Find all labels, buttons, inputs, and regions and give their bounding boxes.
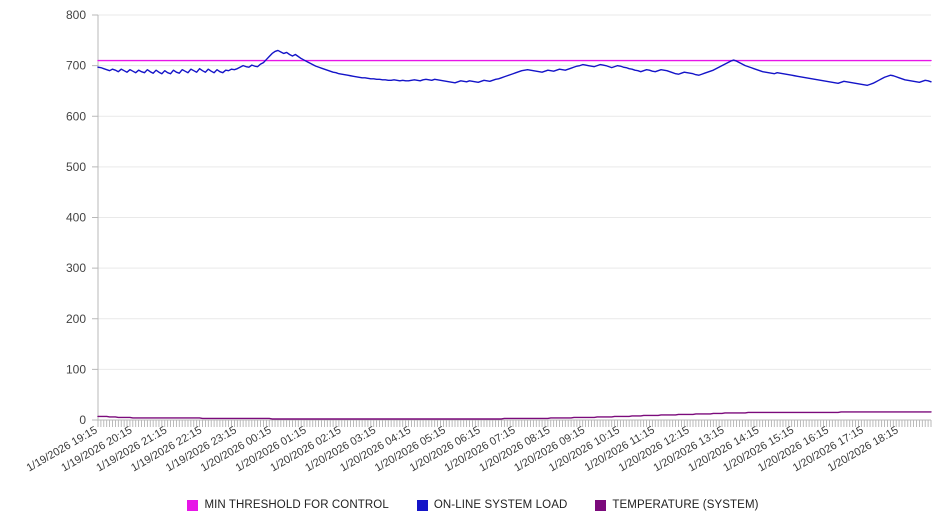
- y-axis-tick-label: 200: [66, 312, 86, 326]
- legend-label: MIN THRESHOLD FOR CONTROL: [204, 499, 389, 511]
- y-axis-tick-label: 600: [66, 109, 86, 123]
- legend-swatch-icon: [595, 499, 607, 511]
- y-axis-tick-label: 500: [66, 160, 86, 174]
- series-group: [97, 49, 932, 420]
- legend-item[interactable]: MIN THRESHOLD FOR CONTROL: [187, 499, 389, 511]
- legend-swatch-icon: [416, 499, 428, 511]
- legend-item[interactable]: TEMPERATURE (SYSTEM): [595, 499, 758, 511]
- y-axis-tick-label: 0: [79, 413, 86, 427]
- series-line: [97, 411, 932, 420]
- y-axis-tick-label: 700: [66, 59, 86, 73]
- y-axis-tick-label: 300: [66, 261, 86, 275]
- legend-swatch-icon: [187, 499, 199, 511]
- y-axis-tick-label: 800: [66, 8, 86, 22]
- chart-legend: MIN THRESHOLD FOR CONTROL ON-LINE SYSTEM …: [0, 494, 946, 516]
- y-axis-tick-label: 100: [66, 362, 86, 376]
- x-axis-minor-ticks: [97, 420, 932, 427]
- y-gridlines: 800 700 600 500 400 300 200 100 0: [66, 8, 931, 427]
- y-axis-tick-label: 400: [66, 211, 86, 225]
- legend-item[interactable]: ON-LINE SYSTEM LOAD: [416, 499, 568, 511]
- x-axis-labels: 1/19/2026 19:151/19/2026 20:151/19/2026 …: [25, 424, 901, 474]
- series-line: [97, 49, 932, 87]
- legend-label: TEMPERATURE (SYSTEM): [612, 499, 759, 511]
- legend-label: ON-LINE SYSTEM LOAD: [433, 499, 568, 511]
